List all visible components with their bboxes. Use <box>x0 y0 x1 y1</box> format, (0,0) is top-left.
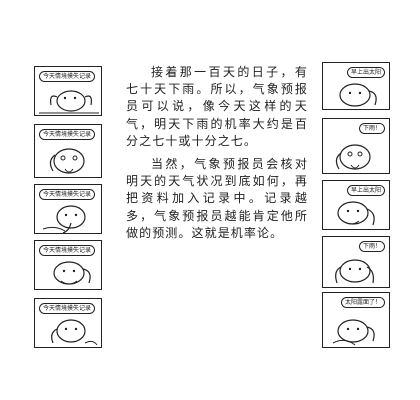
elephant-illustration <box>42 205 86 233</box>
comic-panel: 今天情境摸失记录 <box>34 124 102 178</box>
speech-bubble: 今天情境摸失记录 <box>39 245 96 256</box>
elephant-illustration <box>53 261 91 285</box>
comic-panel: 早上出太阳 <box>322 180 390 230</box>
paragraph: 当然，气象预报员会核对明天的天气状况到底如何，再把资料加入记录中。记录越多，气象… <box>126 157 308 240</box>
paragraph: 接着那一百天的日子，有七十天下雨。所以，气象预报员可以说，像今天这样的天气，明天… <box>126 65 308 148</box>
elephant-illustration <box>335 144 371 170</box>
speech-bubble: 今天情境摸失记录 <box>39 71 96 82</box>
speech-bubble: 今天情境摸失记录 <box>39 303 96 314</box>
comic-panel: 今天情境摸失记录 <box>34 298 102 348</box>
elephant-illustration <box>39 90 99 114</box>
elephant-illustration <box>332 319 375 346</box>
speech-bubble: 早上出太阳 <box>346 67 385 78</box>
speech-bubble: 下雨！ <box>358 241 385 252</box>
comic-panel: 今天情境摸失记录 <box>34 66 102 116</box>
speech-bubble: 太阳露面了！ <box>340 297 385 308</box>
elephant-illustration <box>49 148 85 174</box>
comic-panel: 太阳露面了！ <box>322 292 390 348</box>
elephant-illustration <box>339 83 377 107</box>
comic-panel: 今天情境摸失记录 <box>34 184 102 234</box>
comic-panel: 早上出太阳 <box>322 62 390 110</box>
comic-panel: 下雨！ <box>322 236 390 288</box>
speech-bubble: 早上出太阳 <box>346 185 385 196</box>
article-text: 接着那一百天的日子，有七十天下雨。所以，气象预报员可以说，像今天这样的天气，明天… <box>126 64 308 248</box>
speech-bubble: 今天情境摸失记录 <box>39 189 96 200</box>
elephant-illustration <box>337 201 375 226</box>
comic-panel: 今天情境摸失记录 <box>34 240 102 290</box>
elephant-illustration <box>51 319 98 346</box>
speech-bubble: 下雨！ <box>358 123 385 134</box>
speech-bubble: 今天情境摸失记录 <box>39 129 96 140</box>
elephant-illustration <box>335 259 374 284</box>
comic-panel: 下雨！ <box>322 118 390 174</box>
